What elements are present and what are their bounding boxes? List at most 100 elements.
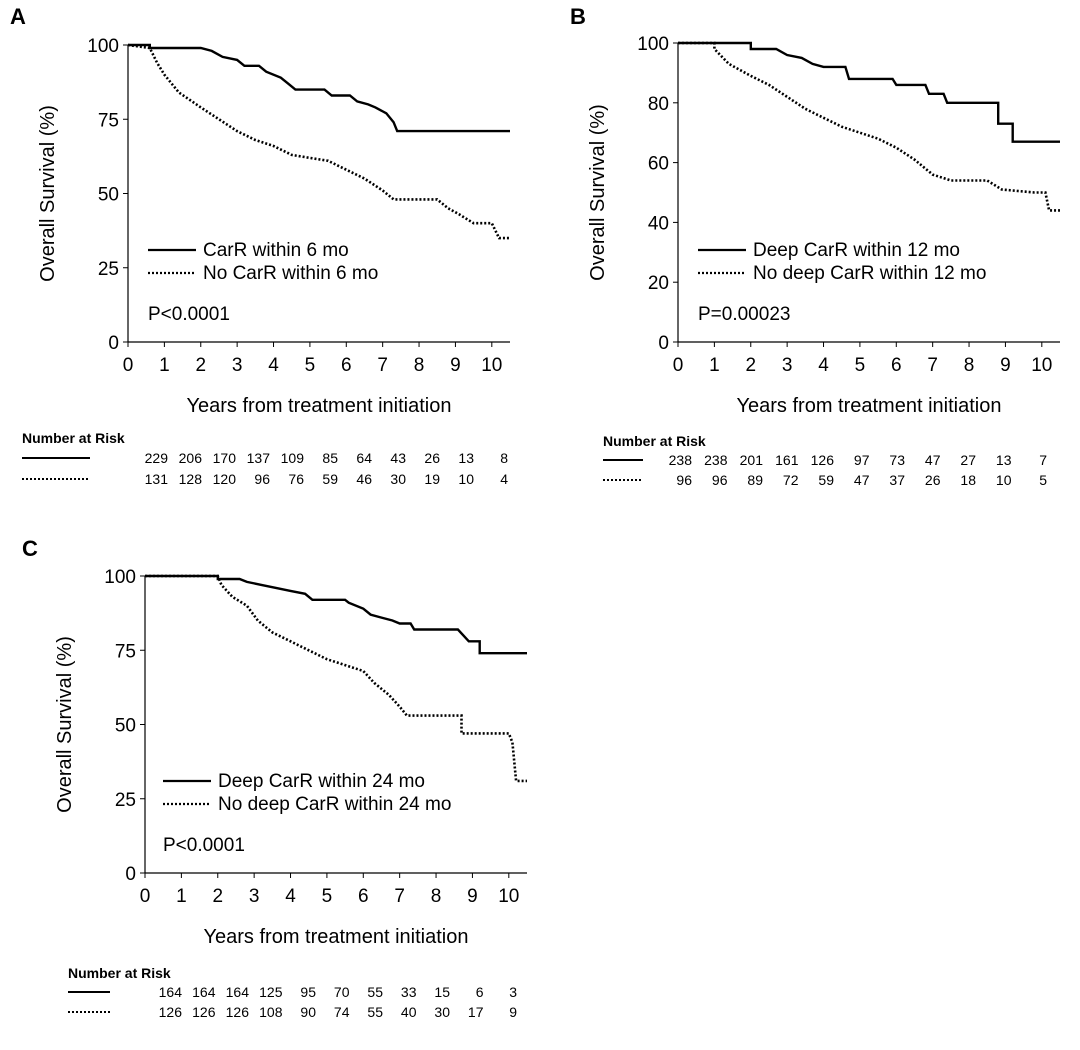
risk-count: 27 (960, 452, 976, 468)
risk-count: 74 (334, 1004, 350, 1020)
risk-count: 85 (322, 450, 338, 466)
panel-label: A (10, 4, 26, 29)
risk-count: 170 (213, 450, 237, 466)
risk-table-title: Number at Risk (68, 965, 171, 981)
risk-count: 7 (1039, 452, 1047, 468)
risk-count: 5 (1039, 472, 1047, 488)
risk-count: 8 (500, 450, 508, 466)
risk-count: 18 (960, 472, 976, 488)
risk-count: 3 (509, 984, 517, 1000)
x-tick-label: 8 (414, 355, 425, 376)
risk-count: 96 (712, 472, 728, 488)
risk-count: 6 (476, 984, 484, 1000)
risk-count: 164 (226, 984, 250, 1000)
legend-label: No CarR within 6 mo (203, 263, 378, 284)
series-line-response (678, 41, 1060, 143)
x-axis-label: Years from treatment initiation (204, 926, 469, 948)
risk-count: 126 (159, 1004, 183, 1020)
risk-count: 70 (334, 984, 350, 1000)
x-tick-label: 1 (176, 886, 187, 907)
x-tick-label: 10 (1031, 355, 1052, 376)
series-line-no-response (678, 41, 1060, 212)
risk-count: 97 (854, 452, 870, 468)
y-tick-label: 100 (104, 567, 136, 588)
risk-count: 19 (424, 471, 440, 487)
risk-count: 90 (300, 1004, 316, 1020)
risk-count: 37 (889, 472, 905, 488)
risk-count: 13 (996, 452, 1012, 468)
risk-count: 238 (704, 452, 728, 468)
x-tick-label: 4 (285, 886, 296, 907)
x-tick-label: 1 (709, 355, 720, 376)
series-line-response (128, 43, 510, 133)
legend-label: CarR within 6 mo (203, 240, 349, 261)
risk-count: 46 (356, 471, 372, 487)
x-tick-label: 2 (212, 886, 223, 907)
risk-count: 59 (322, 471, 338, 487)
y-tick-label: 0 (125, 864, 136, 885)
x-tick-label: 0 (673, 355, 684, 376)
risk-count: 64 (356, 450, 372, 466)
risk-count: 26 (424, 450, 440, 466)
y-axis-label: Overall Survival (%) (54, 636, 76, 813)
risk-count: 40 (401, 1004, 417, 1020)
x-tick-label: 3 (249, 886, 260, 907)
risk-count: 238 (669, 452, 693, 468)
y-tick-label: 100 (637, 34, 669, 55)
y-tick-label: 60 (648, 154, 669, 175)
x-tick-label: 3 (782, 355, 793, 376)
risk-count: 30 (434, 1004, 450, 1020)
panel-label: C (22, 536, 38, 561)
x-tick-label: 4 (818, 355, 829, 376)
risk-count: 206 (179, 450, 203, 466)
risk-count: 131 (145, 471, 169, 487)
risk-count: 96 (254, 471, 270, 487)
x-tick-label: 6 (341, 355, 352, 376)
risk-count: 76 (288, 471, 304, 487)
x-tick-label: 9 (467, 886, 478, 907)
y-axis-label: Overall Survival (%) (37, 105, 59, 282)
x-tick-label: 3 (232, 355, 243, 376)
risk-count: 59 (818, 472, 834, 488)
risk-count: 72 (783, 472, 799, 488)
risk-count: 47 (925, 452, 941, 468)
y-tick-label: 40 (648, 213, 669, 234)
x-tick-label: 9 (1000, 355, 1011, 376)
p-value: P<0.0001 (148, 304, 230, 325)
risk-count: 4 (500, 471, 508, 487)
x-tick-label: 2 (745, 355, 756, 376)
x-tick-label: 0 (140, 886, 151, 907)
x-tick-label: 6 (358, 886, 369, 907)
x-tick-label: 5 (855, 355, 866, 376)
risk-count: 164 (159, 984, 183, 1000)
risk-count: 126 (192, 1004, 216, 1020)
risk-count: 95 (300, 984, 316, 1000)
risk-count: 55 (367, 1004, 383, 1020)
risk-count: 33 (401, 984, 417, 1000)
risk-table-title: Number at Risk (603, 433, 706, 449)
risk-count: 201 (740, 452, 764, 468)
risk-count: 161 (775, 452, 799, 468)
risk-count: 13 (458, 450, 474, 466)
x-tick-label: 10 (481, 355, 502, 376)
y-tick-label: 25 (98, 259, 119, 280)
p-value: P<0.0001 (163, 835, 245, 856)
risk-count: 30 (390, 471, 406, 487)
x-tick-label: 2 (195, 355, 206, 376)
panel-label: B (570, 4, 586, 29)
x-tick-label: 10 (498, 886, 519, 907)
risk-count: 126 (811, 452, 835, 468)
x-tick-label: 1 (159, 355, 170, 376)
x-tick-label: 7 (927, 355, 938, 376)
legend-label: Deep CarR within 24 mo (218, 771, 425, 792)
risk-count: 73 (889, 452, 905, 468)
legend-label: Deep CarR within 12 mo (753, 240, 960, 261)
series-line-response (145, 574, 527, 655)
y-tick-label: 75 (115, 641, 136, 662)
risk-table-title: Number at Risk (22, 430, 125, 446)
risk-count: 126 (226, 1004, 250, 1020)
y-tick-label: 25 (115, 790, 136, 811)
y-tick-label: 0 (658, 333, 669, 354)
